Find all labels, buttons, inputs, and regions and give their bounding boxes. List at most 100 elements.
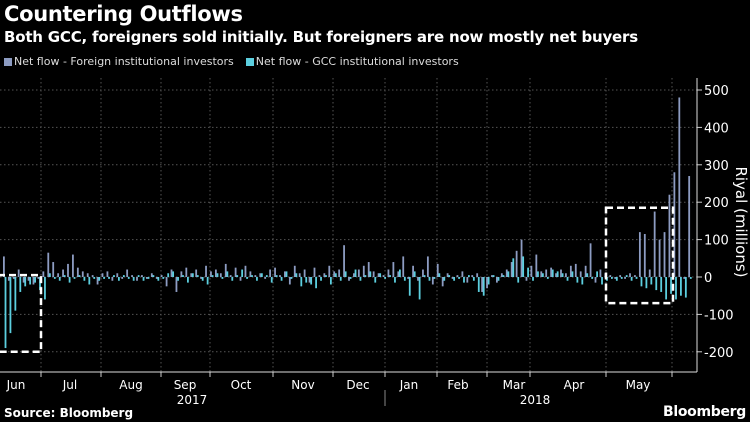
bar-foreign (86, 273, 89, 277)
legend: Net flow - Foreign institutional investo… (4, 55, 459, 68)
bar-foreign (195, 269, 198, 277)
bar-gcc (310, 277, 313, 285)
bar-foreign (441, 277, 444, 287)
bar-foreign (678, 97, 681, 277)
bar-foreign (210, 271, 212, 277)
bar-foreign (540, 271, 543, 277)
bar-foreign (3, 256, 5, 277)
bar-foreign (505, 269, 508, 277)
bar-gcc (408, 277, 411, 296)
x-tick-label: Sep (174, 378, 197, 392)
x-tick-label: Apr (564, 378, 585, 392)
bar-foreign (323, 273, 326, 277)
bar-foreign (634, 275, 636, 277)
bar-gcc (157, 277, 160, 281)
bar-gcc (231, 277, 234, 281)
bar-foreign (387, 269, 390, 277)
bar-gcc (320, 277, 322, 281)
bar-gcc (34, 277, 36, 283)
bar-gcc (389, 275, 391, 277)
bar-gcc (132, 277, 135, 281)
bar-gcc (477, 277, 480, 292)
bar-gcc (14, 277, 17, 311)
bar-gcc (423, 275, 426, 277)
bar-foreign (106, 271, 109, 277)
bar-foreign (515, 250, 518, 277)
bar-gcc (620, 277, 623, 279)
bar-gcc (472, 277, 475, 281)
bar-foreign (333, 271, 336, 277)
bar-foreign (530, 265, 533, 277)
bar-foreign (668, 194, 671, 277)
bar-gcc (601, 277, 603, 285)
bar-gcc (374, 277, 377, 283)
bar-foreign (688, 176, 691, 277)
bar-gcc (182, 275, 184, 277)
bar-foreign (116, 273, 119, 277)
bar-gcc (630, 277, 633, 281)
bar-foreign (205, 265, 207, 277)
bar-gcc (561, 273, 564, 277)
bar-gcc (315, 277, 317, 289)
bar-gcc (187, 277, 189, 283)
y-tick-label: 500 (704, 84, 729, 99)
bar-foreign (22, 277, 25, 283)
bar-gcc (650, 277, 653, 285)
bar-gcc (546, 277, 549, 279)
bar-gcc (4, 277, 7, 349)
bar-gcc (443, 277, 446, 281)
bar-gcc (463, 277, 465, 283)
bar-foreign (264, 277, 267, 279)
bar-gcc (645, 277, 648, 289)
bar-foreign (313, 267, 316, 277)
bar-gcc (93, 277, 96, 279)
bar-gcc (458, 277, 460, 279)
bar-gcc (517, 277, 520, 283)
bar-gcc (221, 277, 224, 279)
bar-gcc (566, 277, 569, 281)
bar-foreign (402, 256, 405, 277)
bar-gcc (581, 277, 584, 285)
x-tick-label: Aug (119, 378, 142, 392)
bar-foreign (372, 271, 375, 277)
y-tick-label: 100 (704, 234, 729, 249)
bar-foreign (96, 277, 99, 285)
bar-gcc (596, 271, 598, 277)
bar-gcc (492, 275, 495, 277)
bar-gcc (191, 273, 194, 277)
bar-gcc (591, 277, 594, 279)
bar-gcc (285, 271, 288, 277)
bar-foreign (200, 277, 202, 279)
bar-gcc (655, 277, 658, 291)
bar-foreign (624, 277, 626, 279)
bar-gcc (615, 277, 618, 281)
y-axis-label: Riyal (millions) (732, 166, 750, 277)
bar-foreign (214, 269, 217, 277)
bar-gcc (507, 271, 510, 277)
x-tick-label: Jun (6, 378, 26, 392)
bar-foreign (431, 277, 434, 285)
bar-gcc (541, 273, 544, 277)
bar-gcc (117, 277, 120, 281)
bar-foreign (525, 277, 528, 281)
bar-foreign (510, 262, 513, 277)
bar-gcc (53, 277, 56, 279)
bar-foreign (318, 275, 321, 277)
bar-foreign (12, 277, 15, 279)
bar-foreign (136, 277, 138, 281)
bar-foreign (673, 172, 676, 277)
bar-gcc (83, 277, 86, 281)
bar-gcc (660, 277, 663, 292)
bar-gcc (103, 277, 105, 279)
bar-gcc (19, 277, 22, 292)
bar-foreign (165, 277, 168, 287)
bar-gcc (206, 277, 209, 285)
bar-foreign (328, 265, 331, 277)
bar-foreign (565, 273, 567, 277)
bar-foreign (249, 271, 252, 277)
bar-foreign (37, 277, 40, 279)
bar-foreign (436, 263, 439, 277)
bar-gcc (551, 269, 554, 277)
legend-item-gcc: Net flow - GCC institutional investors (245, 55, 459, 68)
